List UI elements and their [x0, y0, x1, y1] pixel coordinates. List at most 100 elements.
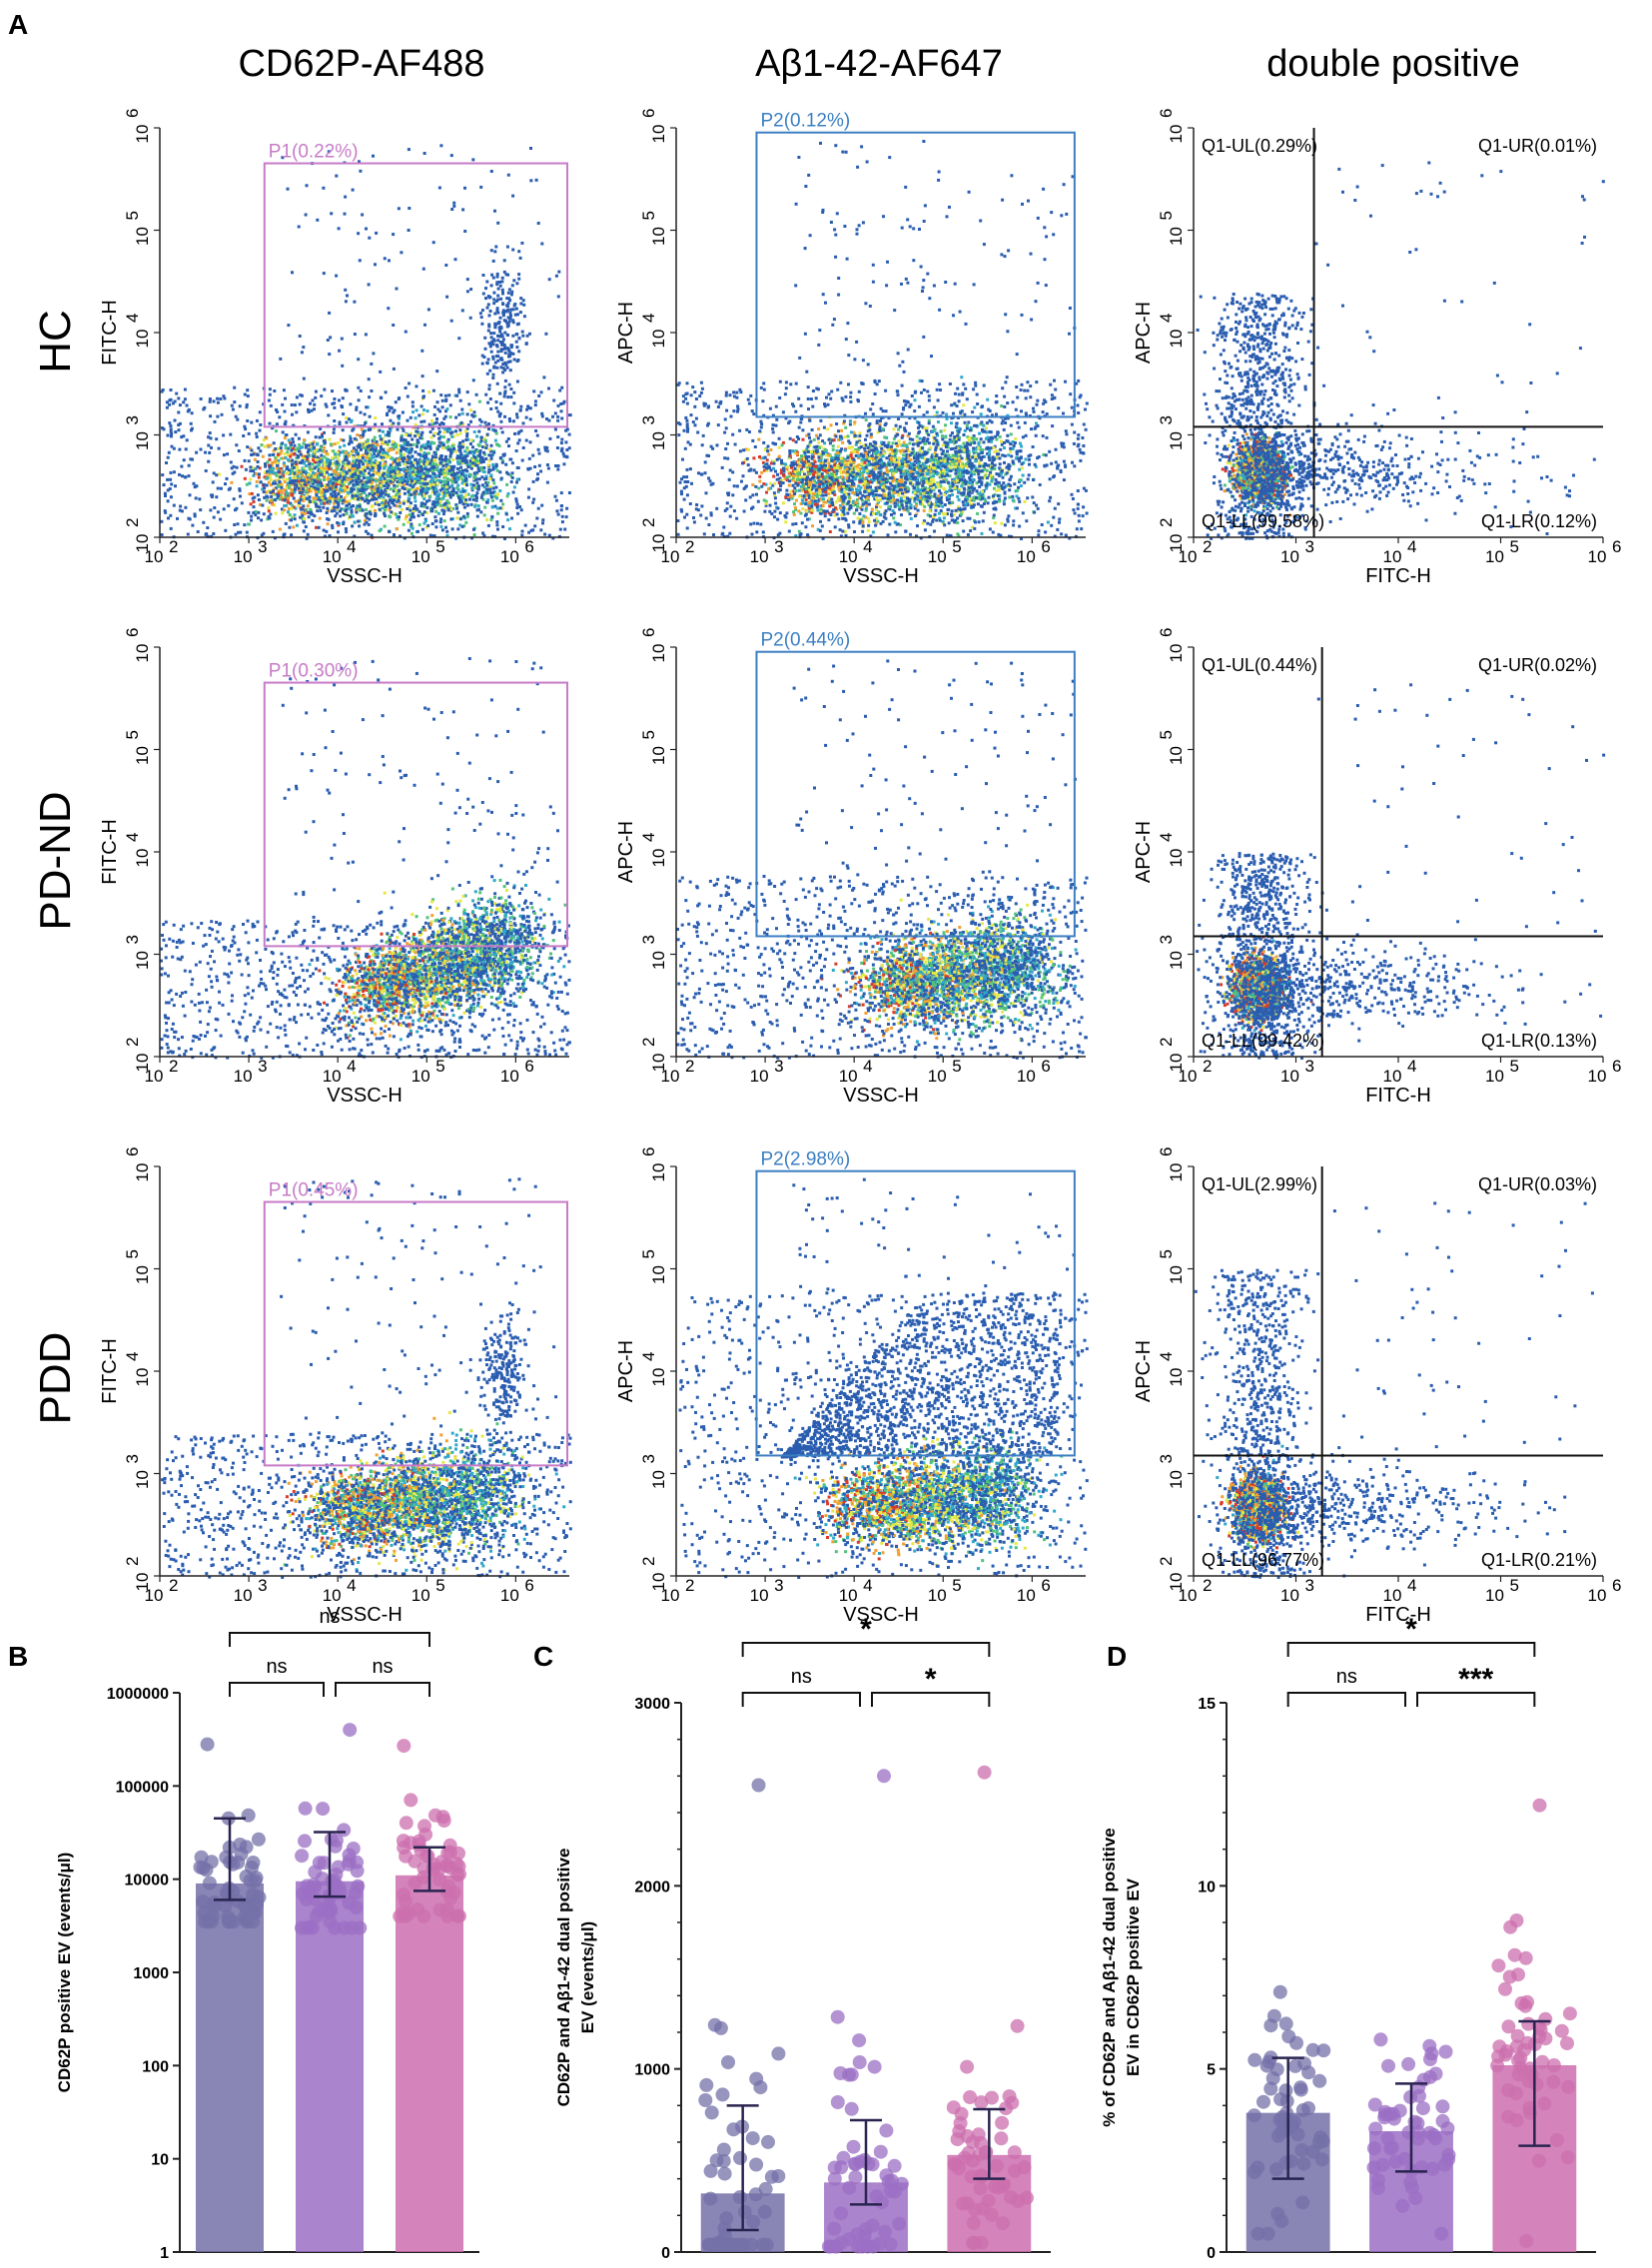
- event-point: [476, 459, 479, 462]
- event-point: [293, 491, 296, 494]
- event-point: [339, 445, 342, 448]
- event-point: [449, 415, 452, 418]
- event-point: [296, 524, 299, 527]
- event-point: [433, 405, 436, 408]
- event-point: [433, 413, 436, 416]
- event-point: [494, 486, 497, 489]
- event-point: [301, 445, 304, 448]
- event-point: [330, 442, 333, 445]
- event-point: [345, 416, 348, 419]
- event-point: [491, 463, 494, 466]
- event-point: [417, 414, 420, 417]
- event-point: [508, 527, 511, 530]
- event-point: [244, 477, 247, 480]
- event-point: [444, 526, 447, 529]
- event-point: [320, 446, 323, 449]
- event-point: [490, 518, 493, 521]
- event-point: [392, 495, 395, 498]
- event-point: [248, 523, 251, 526]
- column-title-cd62p: CD62P-AF488: [238, 43, 484, 85]
- event-point: [434, 510, 437, 513]
- event-point: [451, 458, 454, 461]
- event-point: [268, 453, 271, 456]
- event-point: [457, 462, 460, 465]
- event-point: [433, 432, 436, 435]
- event-point: [472, 498, 475, 501]
- event-point: [484, 446, 487, 449]
- event-point: [374, 509, 377, 512]
- event-point: [259, 449, 262, 452]
- row-label-pd-nd: PD-ND: [31, 791, 80, 930]
- event-point: [390, 419, 393, 422]
- event-point: [442, 512, 445, 515]
- event-point: [536, 472, 539, 475]
- event-point: [475, 481, 478, 484]
- event-point: [227, 504, 230, 507]
- event-point: [379, 434, 382, 437]
- event-point: [409, 509, 412, 512]
- event-point: [279, 528, 282, 531]
- event-point: [339, 514, 342, 517]
- event-point: [429, 480, 432, 483]
- event-point: [496, 507, 499, 510]
- event-point: [475, 435, 478, 438]
- event-point: [329, 438, 332, 441]
- figure-canvas: A B C D CD62P-AF488 Aβ1-42-AF647 double …: [0, 0, 1652, 2268]
- event-point: [246, 483, 249, 486]
- event-point: [256, 484, 259, 487]
- event-point: [473, 430, 476, 433]
- event-point: [431, 469, 434, 472]
- panel-letter-d: D: [1107, 1641, 1127, 1672]
- event-point: [315, 526, 318, 529]
- event-point: [442, 431, 445, 434]
- event-point: [298, 443, 301, 446]
- column-title-double-positive: double positive: [1266, 43, 1520, 85]
- event-point: [398, 444, 401, 447]
- event-point: [395, 512, 398, 515]
- event-point: [466, 515, 469, 518]
- event-point: [336, 512, 339, 515]
- event-point: [429, 430, 432, 433]
- event-point: [441, 446, 444, 449]
- event-point: [268, 481, 271, 484]
- event-point: [292, 525, 295, 528]
- event-point: [374, 416, 377, 419]
- column-title-abeta: Aβ1-42-AF647: [755, 43, 1003, 85]
- event-point: [399, 505, 402, 508]
- event-point: [478, 400, 481, 403]
- event-point: [352, 459, 355, 462]
- event-point: [275, 512, 278, 515]
- event-point: [507, 492, 510, 495]
- event-point: [451, 527, 454, 530]
- event-point: [343, 444, 346, 447]
- event-point: [460, 408, 463, 411]
- event-point: [406, 515, 409, 518]
- row-label-pdd: PDD: [31, 1332, 80, 1425]
- event-point: [348, 499, 351, 502]
- event-point: [262, 455, 265, 458]
- event-point: [307, 504, 310, 507]
- event-point: [512, 491, 515, 494]
- event-point: [404, 462, 407, 465]
- event-point: [331, 456, 334, 459]
- event-point: [288, 438, 291, 441]
- event-point: [267, 506, 270, 509]
- event-point: [355, 510, 358, 513]
- event-point: [436, 447, 439, 450]
- event-point: [471, 445, 474, 448]
- event-point: [270, 478, 273, 481]
- event-point: [491, 499, 494, 502]
- event-point: [327, 522, 330, 525]
- event-point: [241, 465, 244, 468]
- event-point: [316, 443, 319, 446]
- panel-letter-a: A: [8, 9, 28, 40]
- event-point: [420, 504, 423, 507]
- event-point: [307, 533, 310, 536]
- event-point: [478, 444, 481, 447]
- event-point: [522, 446, 525, 449]
- event-point: [403, 523, 406, 526]
- event-point: [488, 485, 491, 488]
- flow-plot-hc-1: 102102103103104104105105106106VSSC-HFITC…: [99, 109, 572, 587]
- event-point: [352, 449, 355, 452]
- event-point: [290, 443, 293, 446]
